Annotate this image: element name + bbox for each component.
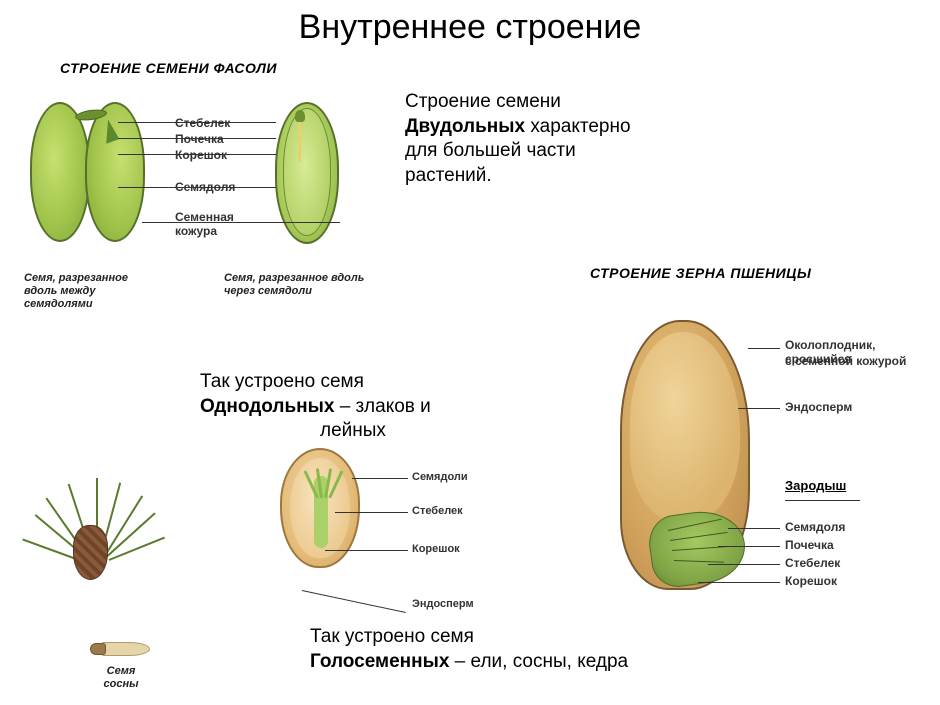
monocot-desc: Так устроено семя Однодольных – злаков и… <box>200 370 431 444</box>
wheat-label-stebelek: Стебелек <box>785 556 840 570</box>
wheat-label-koreshok: Корешок <box>785 574 837 588</box>
gymno-desc-l2b: – ели, сосны, кедра <box>449 651 628 672</box>
pine-cone-illustration <box>18 470 168 620</box>
bean-caption-right: Семя, разрезанное вдоль через семядоли <box>224 272 374 298</box>
wheat-label-pericarp-2: с семенной кожурой <box>785 354 940 368</box>
bean-label-stebelek: Стебелек <box>175 116 230 130</box>
leader-pine-stebelek <box>335 512 408 513</box>
monocot-desc-bold: Однодольных <box>200 396 334 417</box>
pine-label-stebelek: Стебелек <box>412 505 463 517</box>
pine-seed-wing <box>102 642 150 656</box>
gymno-desc: Так устроено семя Голосеменных – ели, со… <box>310 625 628 674</box>
leader-wheat-stebelek <box>708 564 780 565</box>
monocot-desc-l3: лейных <box>320 420 386 441</box>
wheat-diagram <box>595 320 775 620</box>
bean-right-half <box>85 102 145 242</box>
bean-cross-inner <box>283 108 331 236</box>
leader-pine-semyadoli <box>352 478 408 479</box>
wheat-label-semyadolya: Семядоля <box>785 520 845 534</box>
bean-left-half <box>30 102 90 242</box>
dicot-desc-l4: растений. <box>405 165 492 186</box>
leader-wheat-endosperm <box>738 408 780 409</box>
bean-label-kozhura: Семенная кожура <box>175 210 245 238</box>
dicot-desc-l2b: характерно <box>525 116 630 137</box>
pine-cone <box>73 525 108 580</box>
leader-wheat-pochechka <box>718 546 780 547</box>
pine-seed-caption: Семя сосны <box>96 665 146 691</box>
monocot-desc-l2b: – злаков и <box>334 396 430 417</box>
leader-wheat-koreshok <box>698 582 780 583</box>
pine-seed-body <box>90 643 106 655</box>
leader-wheat-pericarp <box>748 348 780 349</box>
wheat-endosperm <box>630 332 740 522</box>
dicot-desc-bold: Двудольных <box>405 116 525 137</box>
bean-label-koreshok: Корешок <box>175 148 227 162</box>
wheat-label-endosperm: Эндосперм <box>785 400 852 414</box>
dicot-desc-l3: для большей части <box>405 140 576 161</box>
pine-label-semyadoli: Семядоли <box>412 471 468 483</box>
wheat-germ-detail <box>660 522 735 574</box>
bean-subtitle: СТРОЕНИЕ СЕМЕНИ ФАСОЛИ <box>60 60 277 76</box>
embryo-underline-bar <box>785 500 860 501</box>
pine-label-endosperm: Эндосперм <box>412 598 474 610</box>
monocot-desc-l1: Так устроено семя <box>200 371 364 392</box>
bean-sprout-tip <box>295 110 305 122</box>
pine-label-koreshok: Корешок <box>412 543 460 555</box>
dicot-desc: Строение семени Двудольных характерно дл… <box>405 90 631 189</box>
gymno-desc-l1: Так устроено семя <box>310 626 474 647</box>
gymno-desc-bold: Голосеменных <box>310 651 449 672</box>
leader-wheat-semyadolya <box>728 528 780 529</box>
wheat-subtitle: СТРОЕНИЕ ЗЕРНА ПШЕНИЦЫ <box>590 265 811 281</box>
bean-label-semyadolya: Семядоля <box>175 180 235 194</box>
page-title: Внутреннее строение <box>0 0 940 53</box>
leader-pine-koreshok <box>325 550 408 551</box>
dicot-desc-l1: Строение семени <box>405 91 561 112</box>
pine-seed-small <box>90 640 150 660</box>
bean-label-pochechka: Почечка <box>175 132 224 146</box>
wheat-label-zarodysh: Зародыш <box>785 478 846 493</box>
bean-caption-left: Семя, разрезанное вдоль между семядолями <box>24 272 164 312</box>
leader-pine-endosperm <box>302 590 406 613</box>
wheat-label-pochechka: Почечка <box>785 538 834 552</box>
